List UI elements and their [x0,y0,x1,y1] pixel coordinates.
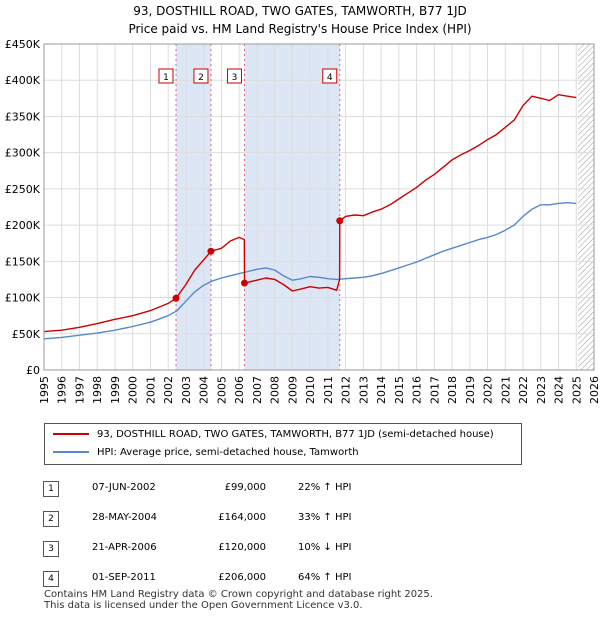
y-tick-label: £200K [5,219,41,232]
x-tick-label: 2019 [464,376,477,404]
sale-number: 3 [43,541,59,557]
sale-label: 2 [198,73,204,83]
x-tick-label: 2011 [322,376,335,404]
x-tick-label: 2018 [446,376,459,404]
sale-point [336,217,344,225]
sale-label-box [322,68,338,84]
sale-label: 1 [163,73,169,83]
sale-hpi-change: 10% ↓ HPI [298,542,352,553]
sale-label-box [158,68,174,84]
y-tick-label: £450K [5,38,41,51]
sale-row: 1 07-JUN-2002 £99,000 22% ↑ HPI [40,474,600,504]
x-tick-label: 2004 [198,376,211,404]
sale-row: 3 21-APR-2006 £120,000 10% ↓ HPI [40,534,600,564]
y-tick-label: £50K [12,328,41,341]
sale-hpi-change: 33% ↑ HPI [298,512,352,523]
chart-subtitle: Price paid vs. HM Land Registry's House … [128,22,472,36]
y-tick-label: £0 [26,364,40,377]
x-tick-label: 2021 [499,376,512,404]
sale-label-box [193,68,209,84]
x-tick-label: 2025 [570,376,583,404]
x-tick-label: 1998 [91,376,104,404]
sale-row: 2 28-MAY-2004 £164,000 33% ↑ HPI [40,504,600,534]
x-tick-label: 1997 [73,376,86,404]
y-tick-label: £250K [5,183,41,196]
sale-row: 4 01-SEP-2011 £206,000 64% ↑ HPI [40,564,600,594]
sale-price: £164,000 [218,512,266,523]
x-tick-label: 2007 [251,376,264,404]
footer-copyright: Contains HM Land Registry data © Crown c… [44,589,433,600]
x-tick-label: 2013 [357,376,370,404]
legend: 93, DOSTHILL ROAD, TWO GATES, TAMWORTH, … [44,423,522,465]
sale-number: 4 [43,571,59,587]
x-tick-label: 2005 [215,376,228,404]
sale-hpi-change: 22% ↑ HPI [298,482,352,493]
plot-frame [43,43,595,371]
sale-point [240,279,248,287]
x-tick-label: 2015 [393,376,406,404]
footer-license: This data is licensed under the Open Gov… [44,600,363,611]
legend-item-hpi: HPI: Average price, semi-detached house,… [53,445,359,461]
sale-number: 2 [43,511,59,527]
x-tick-label: 2017 [428,376,441,404]
sale-label-box [226,68,242,84]
sale-hpi-change: 64% ↑ HPI [298,572,352,583]
shaded-ownership-period [176,44,211,370]
x-tick-label: 2014 [375,376,388,404]
sale-price: £120,000 [218,542,266,553]
forecast-hatch [578,44,594,370]
x-tick-label: 2009 [286,376,299,404]
x-tick-label: 1995 [38,376,51,404]
x-tick-label: 2002 [162,376,175,404]
hpi-line [43,201,577,340]
sale-point [172,294,180,302]
y-tick-label: £350K [5,110,41,123]
y-tick-label: £150K [5,255,41,268]
x-tick-label: 2000 [127,376,140,404]
y-tick-label: £400K [5,74,41,87]
footer: Contains HM Land Registry data © Crown c… [44,589,433,611]
x-tick-label: 2024 [553,376,566,404]
legend-item-property: 93, DOSTHILL ROAD, TWO GATES, TAMWORTH, … [53,427,494,443]
y-tick-label: £300K [5,147,41,160]
sale-label: 3 [232,73,238,83]
legend-label-property: 93, DOSTHILL ROAD, TWO GATES, TAMWORTH, … [97,429,494,440]
x-tick-label: 2023 [535,376,548,404]
x-tick-label: 2006 [233,376,246,404]
sale-point [207,247,215,255]
sale-date: 28-MAY-2004 [92,512,158,523]
property-price-line [43,93,577,333]
x-tick-label: 2010 [304,376,317,404]
chart-title: 93, DOSTHILL ROAD, TWO GATES, TAMWORTH, … [133,4,467,18]
legend-line-hpi [53,451,89,453]
x-tick-label: 2022 [517,376,530,404]
x-tick-label: 2026 [588,376,600,404]
sale-date: 21-APR-2006 [92,542,157,553]
x-tick-label: 1999 [109,376,122,404]
sale-date: 07-JUN-2002 [92,482,156,493]
x-tick-label: 2008 [269,376,282,404]
y-tick-label: £100K [5,292,41,305]
sale-label: 4 [327,73,333,83]
sale-price: £99,000 [224,482,266,493]
x-tick-label: 1996 [56,376,69,404]
x-tick-label: 2016 [411,376,424,404]
x-tick-label: 2020 [482,376,495,404]
x-tick-label: 2012 [340,376,353,404]
legend-line-property [53,433,89,435]
x-tick-label: 2001 [144,376,157,404]
sale-number: 1 [43,481,59,497]
legend-label-hpi: HPI: Average price, semi-detached house,… [97,447,359,458]
price-chart: 1 2 3 4 £0 £50K £100K £150K £200K £250K £300K £350K… [5,38,600,404]
sale-price: £206,000 [218,572,266,583]
x-tick-label: 2003 [180,376,193,404]
sale-date: 01-SEP-2011 [92,572,156,583]
